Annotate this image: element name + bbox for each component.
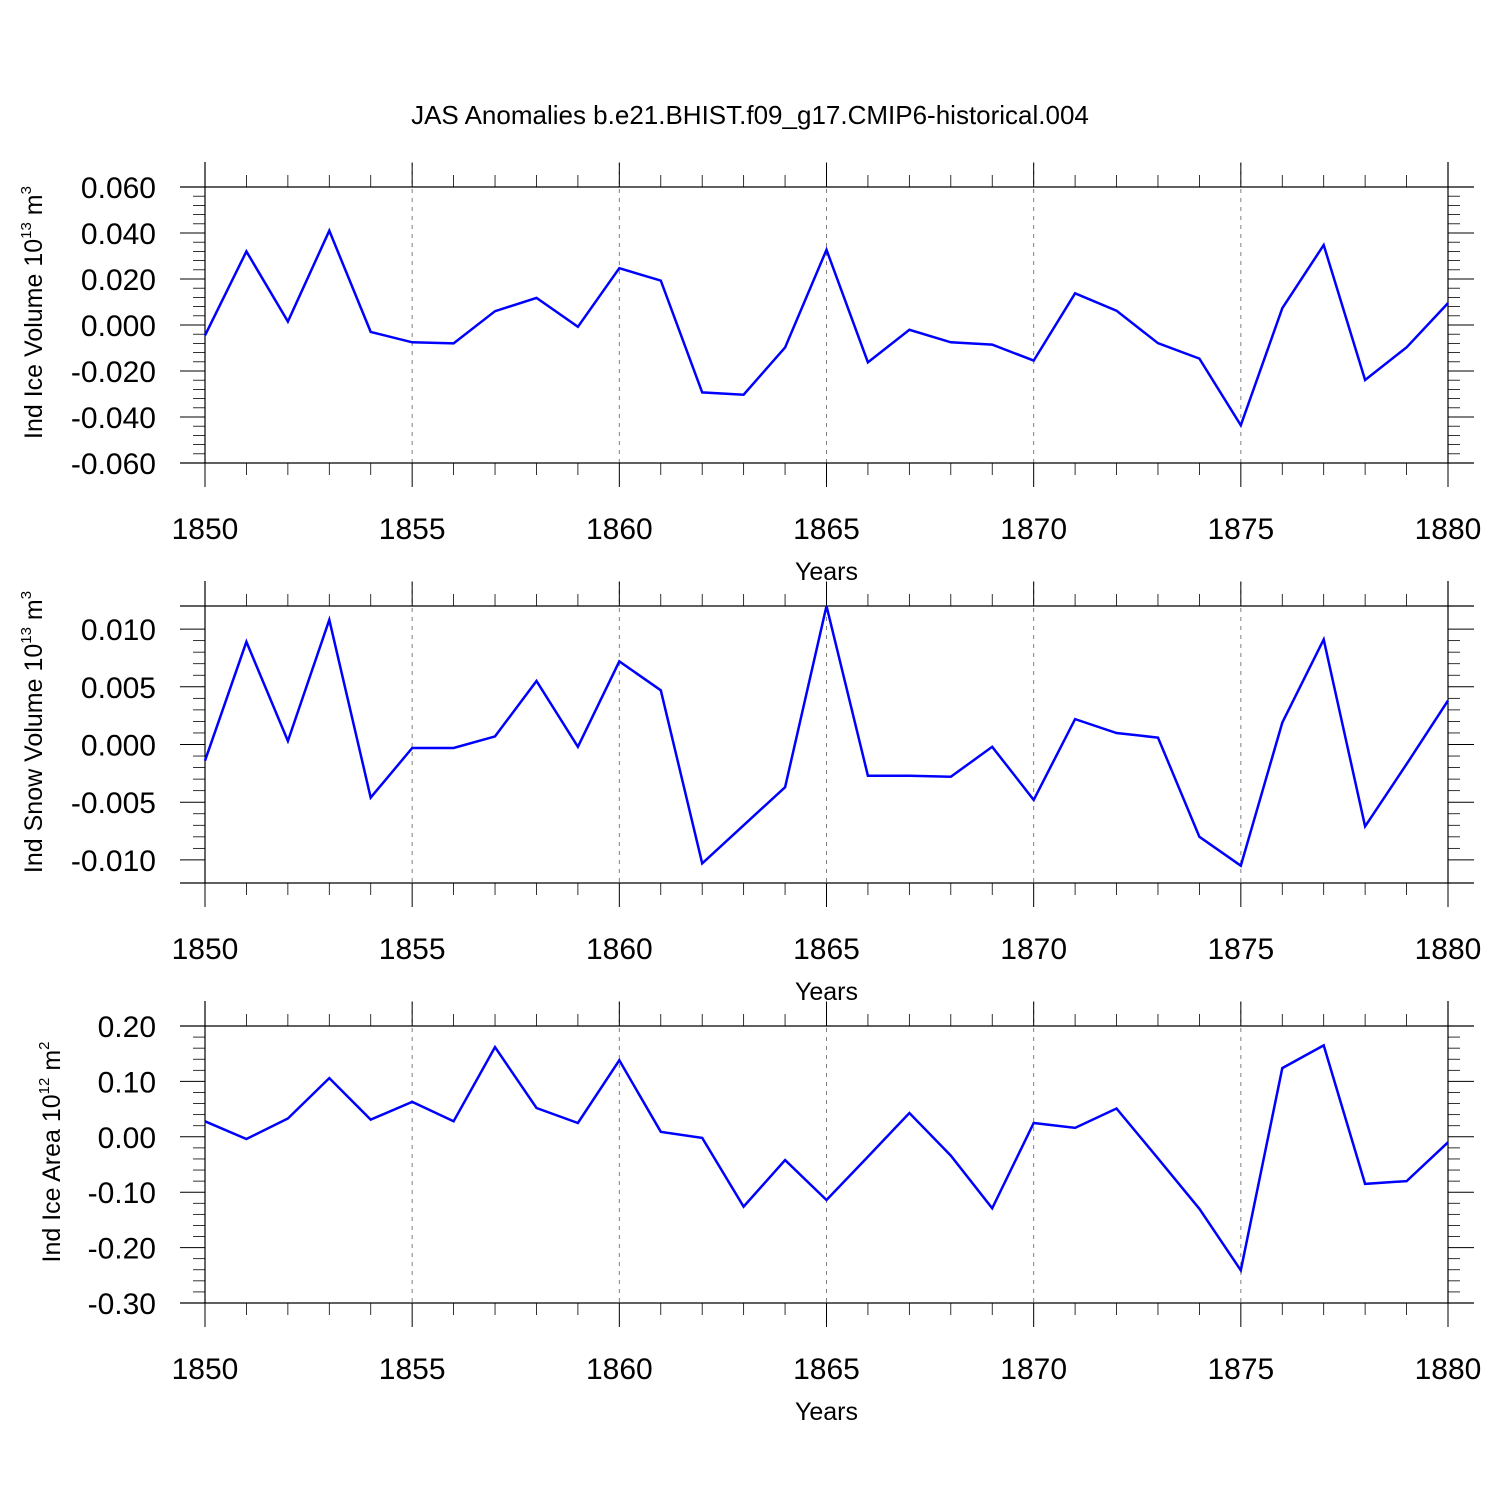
- x-tick-label: 1880: [1415, 1353, 1482, 1386]
- y-axis-title: Ind Ice Volume 1013 m3: [18, 186, 48, 439]
- y-tick-label: -0.10: [88, 1177, 156, 1210]
- x-tick-label: 1860: [586, 513, 653, 546]
- y-tick-label: -0.20: [88, 1233, 156, 1266]
- figure-title: JAS Anomalies b.e21.BHIST.f09_g17.CMIP6-…: [411, 100, 1089, 130]
- x-tick-label: 1880: [1415, 513, 1482, 546]
- x-tick-label: 1860: [586, 933, 653, 966]
- y-tick-label: 0.000: [81, 310, 156, 343]
- x-tick-label: 1870: [1000, 933, 1067, 966]
- y-tick-label: -0.010: [71, 845, 156, 878]
- series-line: [203, 605, 1450, 868]
- y-axis-title: Ind Ice Area 1012 m2: [36, 1042, 66, 1263]
- x-tick-label: 1875: [1207, 933, 1274, 966]
- y-tick-label: -0.060: [71, 448, 156, 481]
- y-tick-label: 0.10: [98, 1066, 156, 1099]
- x-tick-label: 1865: [793, 513, 860, 546]
- y-tick-label: 0.00: [98, 1122, 156, 1155]
- x-tick-label: 1870: [1000, 1353, 1067, 1386]
- panel-1: -0.060 -0.040 -0.020 0.000 0.020 0.040 0.060 18…: [18, 162, 1481, 586]
- y-tick-label: -0.020: [71, 356, 156, 389]
- y-axis-title: Ind Snow Volume 1013 m3: [18, 591, 48, 873]
- y-tick-label: -0.005: [71, 787, 156, 820]
- x-tick-label: 1880: [1415, 933, 1482, 966]
- x-tick-label: 1850: [172, 513, 239, 546]
- x-tick-label: 1865: [793, 1353, 860, 1386]
- x-tick-label: 1855: [379, 513, 446, 546]
- x-tick-label: 1855: [379, 933, 446, 966]
- series-line: [203, 227, 1449, 429]
- x-axis-title: Years: [795, 1398, 858, 1426]
- panels: -0.060 -0.040 -0.020 0.000 0.020 0.040 0.060 18…: [18, 162, 1481, 1426]
- series-line: [204, 1043, 1449, 1274]
- y-tick-label: -0.30: [88, 1288, 156, 1321]
- y-tick-label: 0.010: [81, 614, 156, 647]
- y-tick-label: 0.005: [81, 672, 156, 705]
- panel-3: -0.30 -0.20 -0.10 0.00 0.10 0.20 1850 1855 1860 1…: [36, 1001, 1481, 1426]
- x-tick-label: 1850: [172, 1353, 239, 1386]
- x-tick-label: 1860: [586, 1353, 653, 1386]
- y-tick-label: 0.060: [81, 172, 156, 205]
- y-tick-label: 0.000: [81, 730, 156, 763]
- x-tick-label: 1875: [1207, 513, 1274, 546]
- y-tick-label: -0.040: [71, 402, 156, 435]
- y-tick-label: 0.020: [81, 264, 156, 297]
- y-tick-label: 0.20: [98, 1011, 156, 1044]
- x-tick-label: 1875: [1207, 1353, 1274, 1386]
- x-tick-label: 1850: [172, 933, 239, 966]
- x-tick-label: 1870: [1000, 513, 1067, 546]
- y-tick-label: 0.040: [81, 218, 156, 251]
- x-tick-label: 1855: [379, 1353, 446, 1386]
- panel-2: -0.010 -0.005 0.000 0.005 0.010 1850 1855 1860 1…: [18, 581, 1481, 1006]
- x-tick-label: 1865: [793, 933, 860, 966]
